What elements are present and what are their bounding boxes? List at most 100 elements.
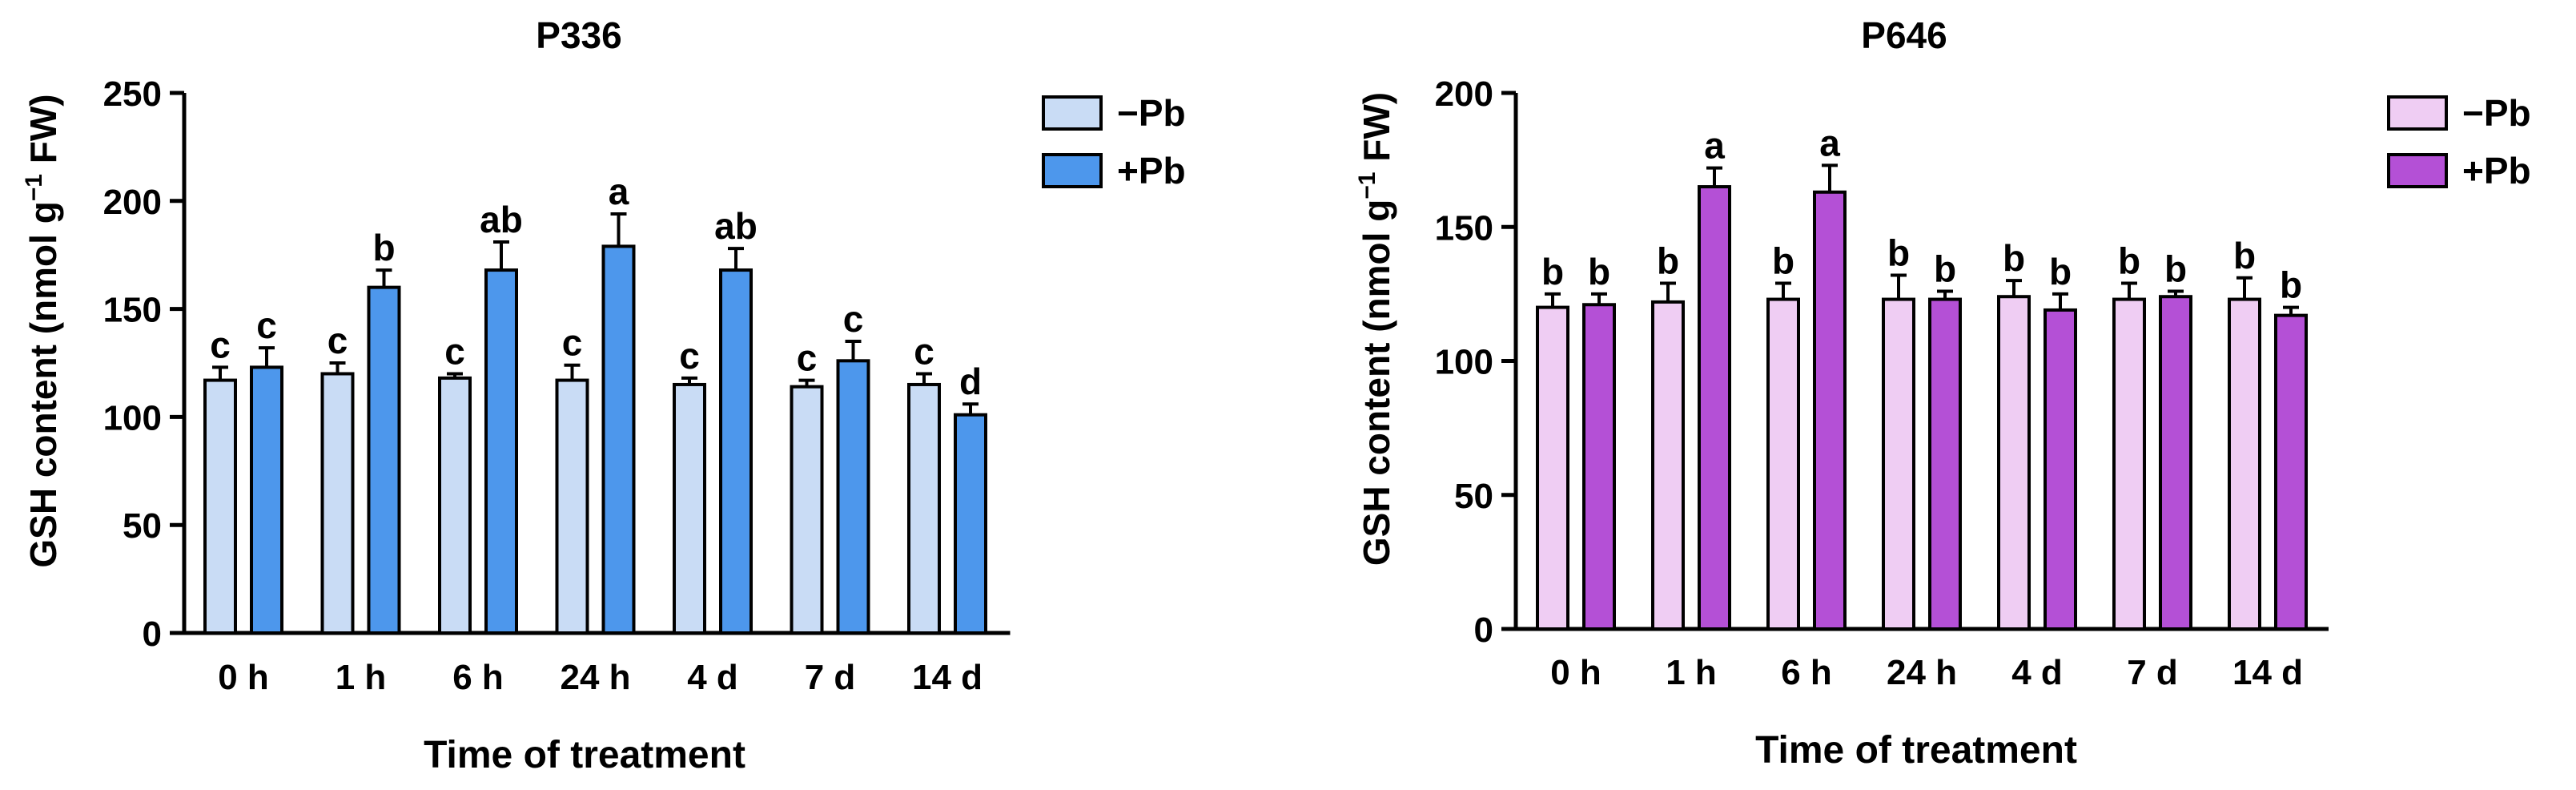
bar-minus-pb — [2228, 297, 2261, 631]
x-tick-label: 4 d — [687, 658, 738, 697]
bar-plus-pb — [484, 268, 518, 635]
chart-panel-p646: P646 0 50 100 150 200 GSH content (nmol g−1 FW… — [1354, 14, 2531, 772]
x-tick-label: 7 d — [805, 658, 856, 697]
significance-letter: ab — [714, 205, 758, 247]
y-axis-label-sup: −1 — [21, 174, 47, 201]
y-tick-label: 100 — [103, 398, 162, 437]
y-axis-label-tail: FW) — [1356, 92, 1397, 172]
significance-letter: c — [562, 322, 583, 364]
significance-letter: c — [444, 330, 465, 372]
y-tick-label: 250 — [103, 75, 162, 114]
significance-letter: b — [1887, 232, 1910, 273]
y-axis-label: GSH content (nmol g−1 FW) — [21, 94, 64, 567]
y-tick-label: 100 — [1435, 343, 1493, 382]
x-tick-label: 24 h — [560, 658, 630, 697]
significance-letter: ab — [480, 199, 523, 240]
significance-letter: c — [328, 320, 348, 361]
bar-plus-pb — [1582, 303, 1616, 631]
bar-minus-pb — [907, 382, 941, 635]
bar-minus-pb — [1766, 297, 1800, 631]
significance-letter: b — [1541, 251, 1564, 292]
bar-minus-pb — [1651, 300, 1685, 631]
y-tick-label: 0 — [1474, 611, 1493, 650]
x-tick-label: 4 d — [2011, 653, 2063, 692]
x-tick-label: 7 d — [2127, 653, 2178, 692]
y-tick-label: 0 — [143, 615, 162, 654]
chart-title: P646 — [1861, 14, 1947, 56]
bar-minus-pb — [1536, 305, 1569, 631]
legend-swatch-minus-pb — [1042, 95, 1103, 131]
significance-letter: b — [1588, 251, 1610, 292]
bar-plus-pb — [719, 268, 753, 635]
x-tick-label: 24 h — [1887, 653, 1957, 692]
bar-plus-pb — [1928, 297, 1962, 631]
significance-letter: b — [2118, 240, 2140, 281]
bar-plus-pb — [954, 413, 987, 635]
significance-letter: b — [1657, 240, 1679, 281]
bar-minus-pb — [1882, 297, 1915, 631]
y-tick-label: 200 — [103, 183, 162, 222]
bar-minus-pb — [555, 378, 589, 635]
bar-plus-pb — [250, 365, 283, 635]
bar-plus-pb — [1698, 185, 1731, 631]
x-axis-label: Time of treatment — [424, 734, 745, 776]
bar-minus-pb — [203, 378, 237, 635]
legend-label: +Pb — [1117, 150, 1186, 191]
y-axis-label: GSH content (nmol g−1 FW) — [1354, 92, 1397, 566]
y-axis-label-sup: −1 — [1354, 171, 1380, 199]
significance-letter: c — [914, 330, 934, 372]
significance-letter: b — [2049, 251, 2072, 292]
bar-plus-pb — [601, 244, 636, 635]
significance-letter: c — [843, 298, 864, 340]
legend-swatch-plus-pb — [2387, 153, 2448, 188]
legend-label: +Pb — [2462, 150, 2531, 191]
significance-letter: c — [256, 304, 277, 346]
y-tick-label: 50 — [1454, 477, 1493, 516]
significance-letter: b — [2233, 235, 2256, 276]
x-tick-label: 0 h — [218, 658, 269, 697]
significance-letter: c — [797, 337, 818, 379]
significance-letter: b — [2164, 248, 2187, 290]
significance-letter: a — [1819, 122, 1840, 163]
legend-label: −Pb — [1117, 92, 1186, 134]
y-axis-label-main: GSH content (nmol g — [1356, 200, 1397, 566]
x-tick-label: 14 d — [2232, 653, 2303, 692]
bar-plus-pb — [836, 359, 870, 635]
legend-swatch-minus-pb — [2387, 95, 2448, 131]
significance-letter: b — [1772, 240, 1794, 281]
y-axis-label-main: GSH content (nmol g — [22, 201, 64, 567]
chart-panel-p336: P336 0 50 100 150 200 250 GSH content (nmol g−1… — [21, 14, 1186, 776]
significance-letter: a — [1704, 125, 1725, 167]
x-tick-label: 14 d — [912, 658, 983, 697]
x-axis-label: Time of treatment — [1755, 729, 2077, 772]
significance-letter: c — [679, 335, 700, 377]
bar-minus-pb — [438, 376, 472, 635]
y-tick-label: 200 — [1435, 75, 1493, 114]
bar-plus-pb — [2159, 295, 2192, 631]
bar-minus-pb — [1997, 295, 2031, 631]
significance-letter: b — [372, 227, 395, 268]
y-tick-label: 150 — [1435, 208, 1493, 248]
y-tick-label: 50 — [123, 506, 162, 546]
bar-plus-pb — [367, 285, 401, 635]
significance-letter: c — [210, 324, 231, 365]
legend-label: −Pb — [2462, 92, 2531, 134]
bar-minus-pb — [790, 385, 824, 635]
significance-letter: d — [959, 361, 982, 402]
bar-plus-pb — [2274, 313, 2308, 631]
significance-letter: b — [1934, 248, 1956, 290]
significance-letter: b — [2003, 237, 2025, 279]
y-axis-label-tail: FW) — [22, 94, 64, 174]
x-tick-label: 6 h — [1781, 653, 1832, 692]
bar-minus-pb — [673, 382, 706, 635]
significance-letter: a — [609, 171, 629, 212]
x-tick-label: 6 h — [452, 658, 504, 697]
x-tick-label: 0 h — [1550, 653, 1601, 692]
y-tick-label: 150 — [103, 291, 162, 330]
bar-plus-pb — [2044, 308, 2077, 631]
bar-minus-pb — [320, 372, 355, 635]
bar-plus-pb — [1813, 190, 1847, 631]
chart-title: P336 — [536, 14, 621, 56]
